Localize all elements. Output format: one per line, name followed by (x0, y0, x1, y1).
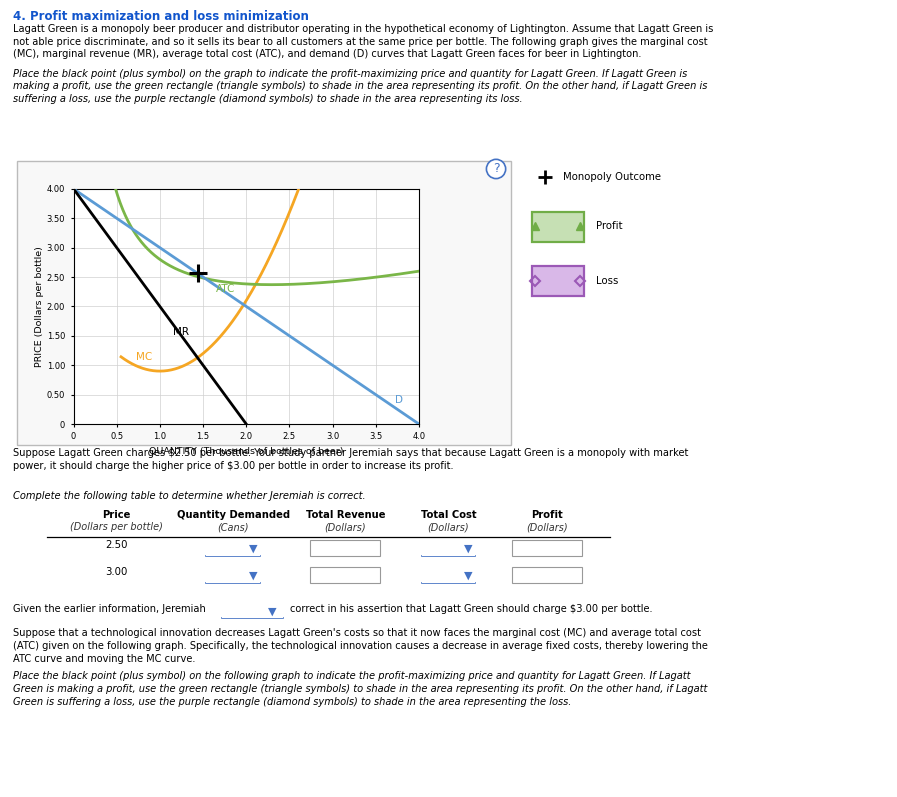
Text: 3.00: 3.00 (106, 567, 127, 578)
Text: (Dollars): (Dollars) (325, 522, 366, 532)
Text: Place the black point (plus symbol) on the following graph to indicate the profi: Place the black point (plus symbol) on t… (13, 671, 691, 681)
Text: making a profit, use the green rectangle (triangle symbols) to shade in the area: making a profit, use the green rectangle… (13, 81, 708, 92)
Text: ?: ? (492, 163, 500, 175)
Text: Profit: Profit (596, 222, 623, 231)
Text: Place the black point (plus symbol) on the graph to indicate the profit-maximizi: Place the black point (plus symbol) on t… (13, 69, 688, 79)
Text: Quantity Demanded: Quantity Demanded (177, 510, 290, 520)
Text: 2.50: 2.50 (105, 540, 128, 551)
Text: power, it should charge the higher price of $3.00 per bottle in order to increas: power, it should charge the higher price… (13, 461, 454, 471)
Y-axis label: PRICE (Dollars per bottle): PRICE (Dollars per bottle) (35, 246, 44, 367)
Text: Monopoly Outcome: Monopoly Outcome (563, 172, 661, 182)
Text: ▼: ▼ (464, 544, 473, 554)
Text: 4. Profit maximization and loss minimization: 4. Profit maximization and loss minimiza… (13, 10, 309, 22)
X-axis label: QUANTITY (Thousands of bottles of beer): QUANTITY (Thousands of bottles of beer) (149, 447, 344, 456)
Bar (206, 567, 260, 583)
Text: Suppose Lagatt Green charges $2.50 per bottle. Your study partner Jeremiah says : Suppose Lagatt Green charges $2.50 per b… (13, 448, 689, 458)
Text: (Dollars per bottle): (Dollars per bottle) (70, 522, 163, 532)
Text: (ATC) given on the following graph. Specifically, the technological innovation c: (ATC) given on the following graph. Spec… (13, 641, 709, 651)
Text: ATC curve and moving the MC curve.: ATC curve and moving the MC curve. (13, 654, 196, 664)
Text: ATC: ATC (216, 285, 235, 294)
Text: MC: MC (135, 351, 152, 362)
Text: (Dollars): (Dollars) (527, 522, 568, 532)
Text: Profit: Profit (531, 510, 563, 520)
Text: (MC), marginal revenue (MR), average total cost (ATC), and demand (D) curves tha: (MC), marginal revenue (MR), average tot… (13, 49, 642, 60)
Text: Complete the following table to determine whether Jeremiah is correct.: Complete the following table to determin… (13, 491, 366, 501)
Text: suffering a loss, use the purple rectangle (diamond symbols) to shade in the are: suffering a loss, use the purple rectang… (13, 94, 523, 104)
Text: ▼: ▼ (267, 607, 276, 617)
Bar (310, 540, 380, 556)
Text: D: D (395, 395, 403, 405)
Text: Green is making a profit, use the green rectangle (triangle symbols) to shade in: Green is making a profit, use the green … (13, 684, 708, 694)
Text: MR: MR (173, 327, 189, 336)
Text: Loss: Loss (596, 276, 618, 285)
Text: Suppose that a technological innovation decreases Lagatt Green's costs so that i: Suppose that a technological innovation … (13, 628, 701, 638)
Text: Given the earlier information, Jeremiah: Given the earlier information, Jeremiah (13, 604, 206, 614)
Text: Total Cost: Total Cost (421, 510, 476, 520)
Bar (512, 540, 582, 556)
Text: Lagatt Green is a monopoly beer producer and distributor operating in the hypoth: Lagatt Green is a monopoly beer producer… (13, 24, 714, 34)
Text: Total Revenue: Total Revenue (306, 510, 385, 520)
FancyBboxPatch shape (17, 161, 511, 445)
Text: ▼: ▼ (248, 571, 257, 581)
Bar (422, 540, 475, 556)
Text: not able price discriminate, and so it sells its bear to all customers at the sa: not able price discriminate, and so it s… (13, 37, 708, 47)
Text: (Cans): (Cans) (217, 522, 249, 532)
Text: ▼: ▼ (464, 571, 473, 581)
FancyBboxPatch shape (532, 266, 584, 296)
Text: Price: Price (102, 510, 131, 520)
Text: Green is suffering a loss, use the purple rectangle (diamond symbols) to shade i: Green is suffering a loss, use the purpl… (13, 697, 571, 707)
Text: (Dollars): (Dollars) (428, 522, 469, 532)
Text: ▼: ▼ (248, 544, 257, 554)
Bar (422, 567, 475, 583)
Bar (512, 567, 582, 583)
Bar (222, 606, 283, 618)
Bar (206, 540, 260, 556)
Bar (310, 567, 380, 583)
FancyBboxPatch shape (532, 212, 584, 242)
Text: correct in his assertion that Lagatt Green should charge $3.00 per bottle.: correct in his assertion that Lagatt Gre… (290, 604, 652, 614)
